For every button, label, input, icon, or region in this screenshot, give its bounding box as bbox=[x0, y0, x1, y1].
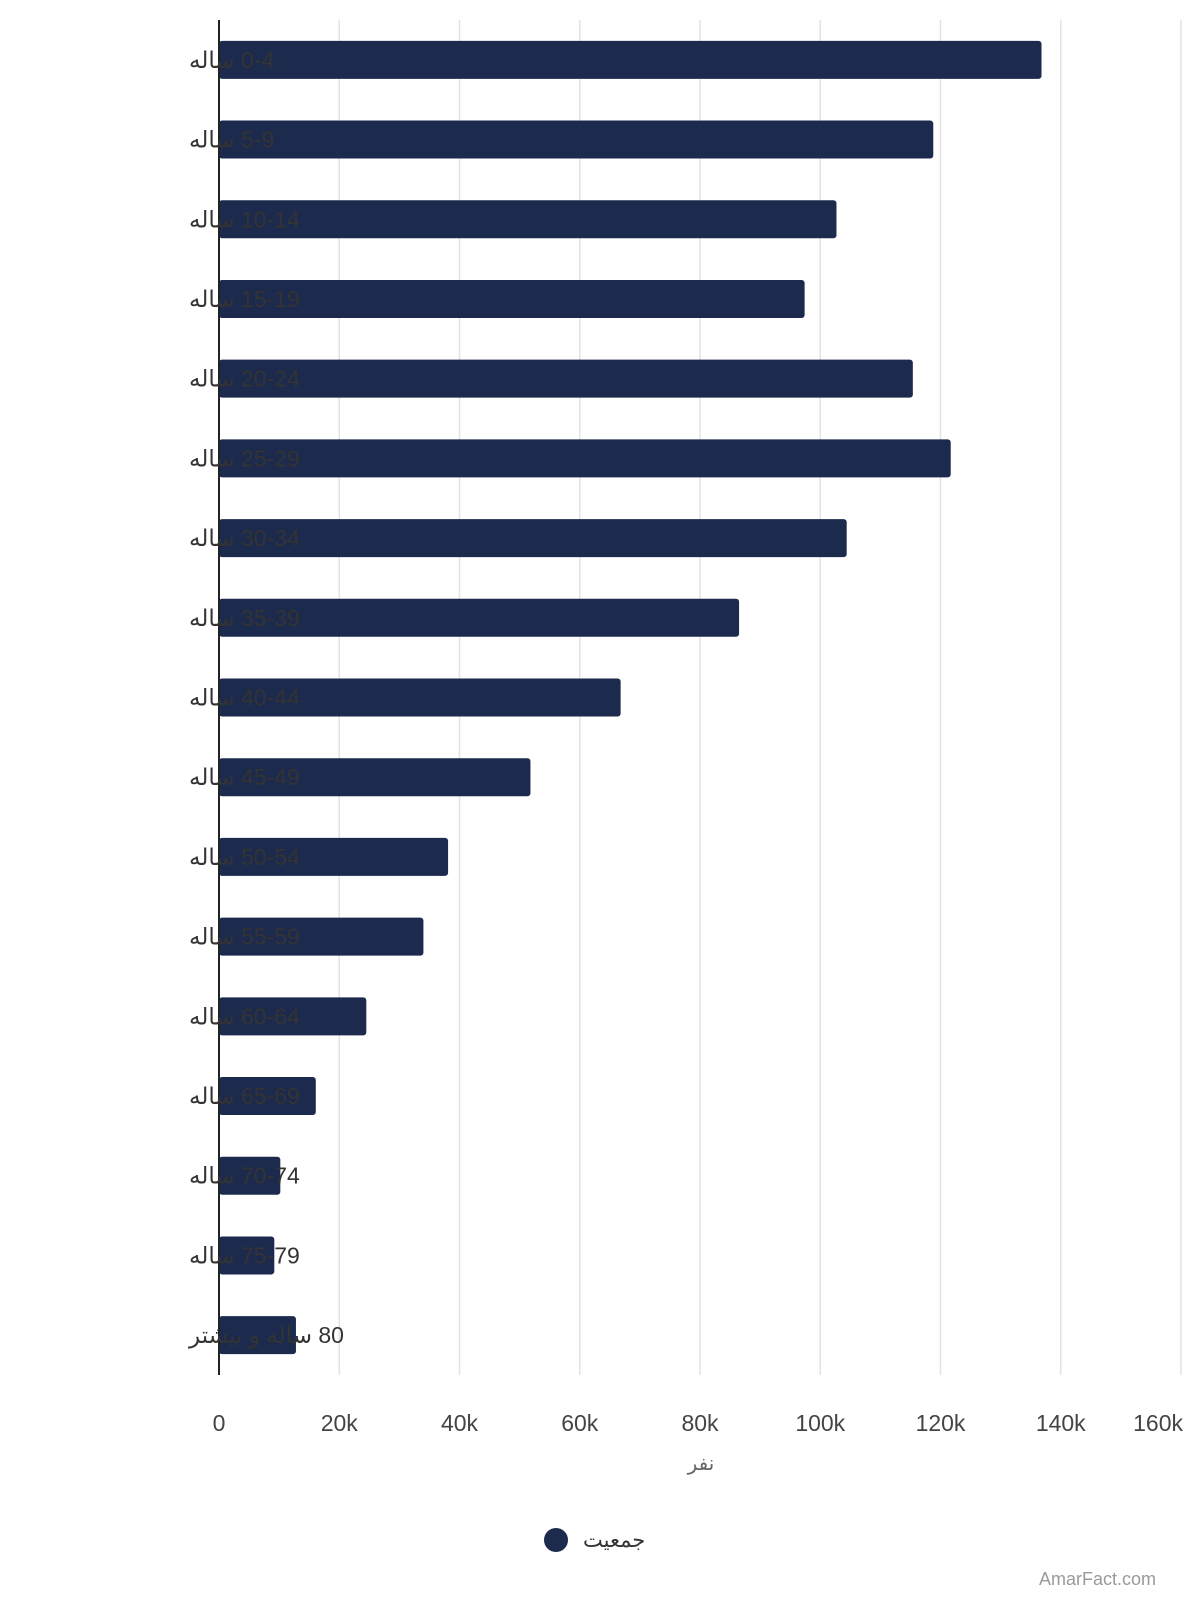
x-tick-label: 20k bbox=[321, 1410, 359, 1436]
x-tick-label: 120k bbox=[916, 1410, 966, 1436]
bar[interactable] bbox=[219, 120, 934, 159]
bar[interactable] bbox=[219, 1077, 316, 1116]
category-label: 25-29 ساله bbox=[189, 445, 300, 471]
category-label: 80 ساله و بیشتر bbox=[188, 1322, 344, 1349]
bar[interactable] bbox=[219, 758, 531, 797]
category-label: 10-14 ساله bbox=[189, 206, 300, 232]
bars bbox=[219, 40, 1042, 1355]
bar[interactable] bbox=[219, 279, 805, 318]
bar[interactable] bbox=[219, 1316, 296, 1355]
x-axis-title: نفر bbox=[687, 1451, 715, 1475]
category-label: 0-4 ساله bbox=[189, 47, 274, 73]
bar[interactable] bbox=[219, 837, 449, 876]
category-label: 65-69 ساله bbox=[189, 1083, 300, 1109]
bar[interactable] bbox=[219, 439, 951, 478]
category-labels: 0-4 ساله 5-9 ساله 10-14 ساله 15-19 ساله 20-2… bbox=[188, 47, 344, 1349]
category-label: 20-24 ساله bbox=[189, 366, 300, 392]
bar[interactable] bbox=[219, 40, 1042, 79]
bar[interactable] bbox=[219, 519, 847, 558]
bar[interactable] bbox=[219, 200, 837, 239]
bar[interactable] bbox=[219, 359, 913, 398]
bar[interactable] bbox=[219, 997, 367, 1036]
category-label: 50-54 ساله bbox=[189, 844, 300, 870]
category-label: 5-9 ساله bbox=[189, 127, 274, 153]
x-tick-label: 100k bbox=[795, 1410, 845, 1436]
category-label: 45-49 ساله bbox=[189, 764, 300, 790]
category-label: 35-39 ساله bbox=[189, 605, 300, 631]
category-label: 70-74 ساله bbox=[189, 1163, 300, 1189]
legend[interactable]: جمعیت bbox=[544, 1528, 645, 1552]
category-label: 30-34 ساله bbox=[189, 525, 300, 551]
category-label: 15-19 ساله bbox=[189, 286, 300, 312]
x-tick-label: 160k bbox=[1133, 1410, 1183, 1436]
bar[interactable] bbox=[219, 1236, 275, 1275]
x-tick-labels: 0 20k 40k 60k 80k 100k 120k 140k 160k bbox=[213, 1410, 1184, 1436]
bar[interactable] bbox=[219, 678, 621, 717]
bar[interactable] bbox=[219, 598, 740, 637]
source-credit[interactable]: AmarFact.com bbox=[1038, 1569, 1156, 1589]
category-label: 55-59 ساله bbox=[189, 924, 300, 950]
legend-marker bbox=[544, 1528, 568, 1552]
legend-label: جمعیت bbox=[583, 1528, 645, 1552]
category-label: 60-64 ساله bbox=[189, 1003, 300, 1029]
x-tick-label: 60k bbox=[561, 1410, 599, 1436]
x-tick-label: 0 bbox=[213, 1410, 226, 1436]
x-tick-label: 40k bbox=[441, 1410, 479, 1436]
x-tick-label: 140k bbox=[1036, 1410, 1086, 1436]
category-label: 75-79 ساله bbox=[189, 1242, 300, 1268]
category-label: 40-44 ساله bbox=[189, 685, 300, 711]
bar[interactable] bbox=[219, 1156, 281, 1195]
x-tick-label: 80k bbox=[681, 1410, 719, 1436]
bar[interactable] bbox=[219, 917, 424, 956]
